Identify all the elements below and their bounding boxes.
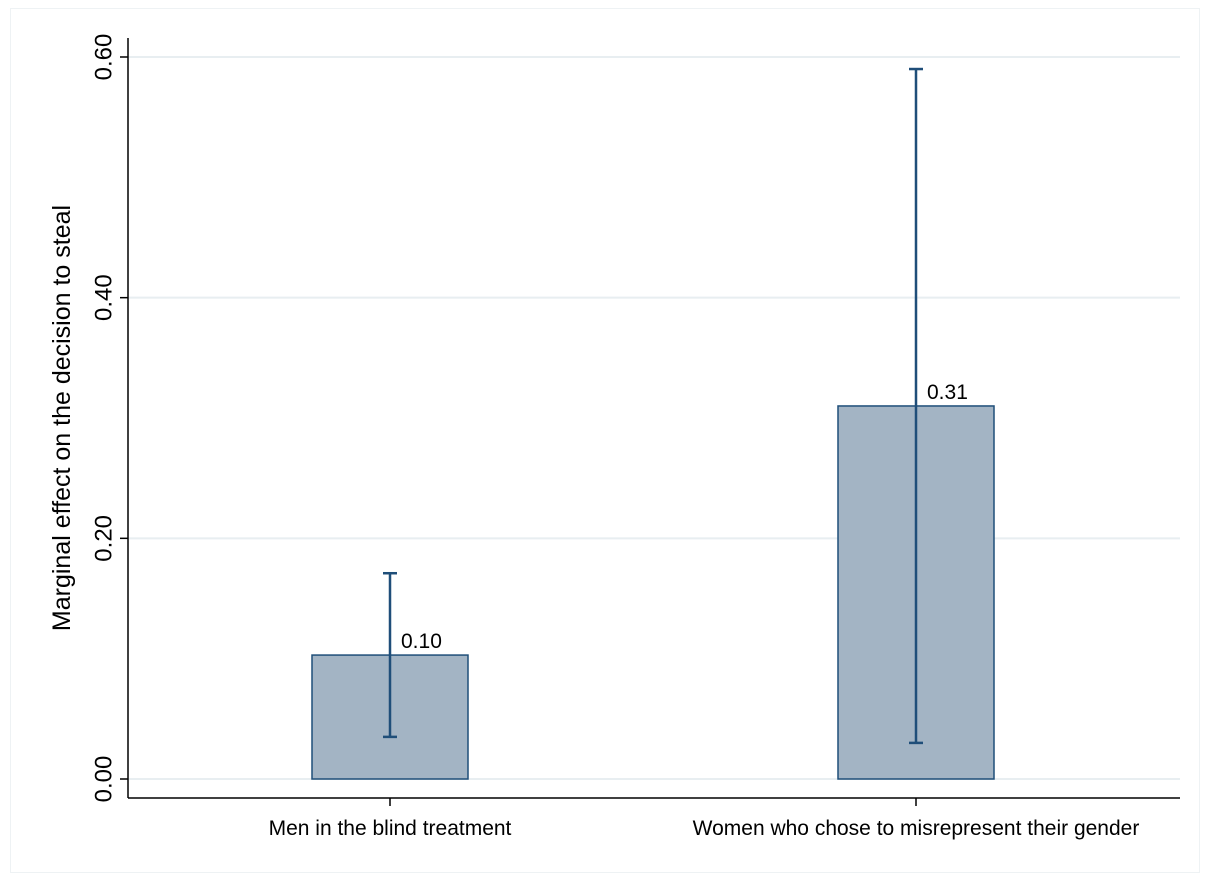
y-tick-label-2: 0.40 [91, 274, 118, 321]
y-tick-label-1: 0.20 [91, 515, 118, 562]
chart-frame [10, 8, 1200, 873]
data-label-0: 0.10 [401, 630, 442, 653]
gridlines [128, 56, 1180, 780]
error-bars [383, 67, 923, 745]
y-tick-label-3: 0.60 [91, 34, 118, 81]
x-tick-label-1: Women who chose to misrepresent their ge… [693, 817, 1140, 840]
y-tick-label-0: 0.00 [91, 756, 118, 803]
y-axis-title: Marginal effect on the decision to steal [48, 205, 76, 631]
x-tick-label-0: Men in the blind treatment [269, 817, 512, 840]
data-label-1: 0.31 [927, 381, 968, 404]
labels: 0.00 0.20 0.40 0.60 0.10 Men in the blind tre… [91, 34, 1140, 840]
bars [311, 405, 995, 780]
axes [120, 38, 1180, 806]
